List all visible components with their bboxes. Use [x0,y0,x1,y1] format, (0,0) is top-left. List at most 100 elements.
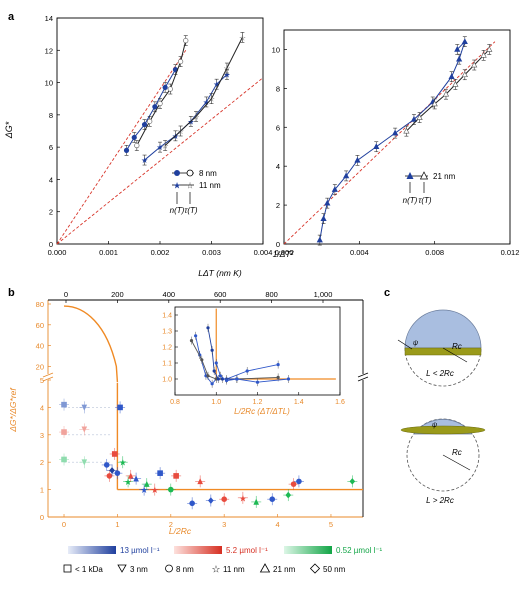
inset-xtick-label: 1.6 [335,399,345,406]
point-21nm-n [343,172,350,179]
data-point [61,456,67,463]
plot-b-xtick-label: 0 [62,520,66,529]
plot-a-left-ytick-label: 8 [49,111,53,120]
legend-marker-8nm-tau [186,169,194,177]
plot-b-xtick-label: 5 [329,520,333,529]
radius-label-top: Rc [452,342,462,351]
point-8nm-tau [183,37,189,44]
inset-xtick-label: 1.0 [211,399,221,406]
plot-a-right-ytick-label: 4 [276,162,280,171]
plot-a-left-frame [56,17,264,245]
legend-marker-11nm-tau: ☆ [186,181,194,191]
data-point [173,473,179,479]
data-point [133,475,139,482]
data-point [143,480,150,487]
point-21nm-tau [461,71,468,78]
size-legend: < 1 kDa 3 nm 8 nm ☆ 11 nm 21 nm 50 nm [63,563,346,576]
series-line-21nm-n [319,41,466,241]
theory-curve-high [64,305,119,383]
point-8nm-n [123,147,130,153]
inset-series-line [215,362,289,383]
data-point [189,500,195,507]
point-8nm-n [162,84,168,91]
plot-b-top-tick-label: 600 [214,290,227,299]
plot-a-right-frame [283,29,511,245]
plot-a-right-reference-line [283,41,496,245]
plot-b-ytick-label-high: 40 [36,342,44,351]
data-point [167,486,174,493]
point-21nm-tau [442,90,450,97]
point-11nm-tau: ☆ [239,33,246,42]
plot-a-right-ticks: 0.000 0.004 0.008 0.012 0 2 4 6 8 10 [272,45,520,257]
plot-b-ytick-label-high: 20 [36,362,44,371]
inset-series [189,308,336,388]
point-21nm-tau [431,100,438,107]
point-11nm-tau: ☆ [223,64,230,73]
legend-marker-8nm-n [174,170,180,176]
point-8nm-tau [167,86,173,92]
plot-a-right-ytick-label: 10 [272,45,280,54]
slab-top [404,347,482,356]
series-line-8nm-tau [136,40,187,146]
plot-a-left-legend: 8 nm ★ ☆ 11 nm n(T) τ(T) [170,169,221,215]
plot-b-ytick-label-high: 80 [36,300,44,309]
inset-point [235,377,239,381]
plot-b-ytick-label: 3 [40,431,44,440]
legend-size-50nm: 50 nm [323,565,346,574]
angle-label-bottom: ψ [432,422,437,429]
plot-a-left-xtick-label: 0.003 [202,248,221,257]
legend-star-icon: ☆ [212,565,221,576]
point-21nm-n [316,236,323,243]
plot-b-top-tick-label: 0 [64,290,68,299]
point-11nm-tau: ☆ [208,95,215,104]
inset-xlabel: L/2Rc (ΔT/ΔTL) [234,407,290,416]
point-8nm-tau [134,142,140,149]
data-point: ★ [151,485,159,495]
inset-point [210,348,214,352]
plot-b-top-tick-label: 400 [163,290,176,299]
point-21nm-tau [403,127,410,134]
plot-b-ytick-label: 1 [40,486,44,495]
data-point: ★ [119,458,127,468]
inset-point [206,326,210,330]
legend-bar-13 [68,546,116,554]
label-l-less: L < 2Rc [426,369,454,378]
point-21nm-n [461,38,468,44]
legend-marker-21nm-tau [419,171,429,180]
data-point [197,478,203,485]
panel-a-ylabel: ΔG* [4,121,14,139]
legend-21nm: 21 nm [433,172,456,181]
inset-xtick-label: 1.2 [253,399,263,406]
panel-b-top-xlabel: LΔT (nm K) [198,268,242,278]
point-21nm-tau [416,114,423,120]
inset-point [255,380,260,384]
data-point: ★ [124,477,132,487]
point-11nm-tau: ☆ [162,142,169,151]
plot-a-left-ytick-label: 6 [49,143,53,152]
legend-size-21nm: 21 nm [273,565,296,574]
inset-point [216,377,220,381]
point-21nm-n [392,129,399,136]
schematic-top: Rc ψ L < 2Rc [397,309,482,387]
data-point [349,478,356,485]
schematic-bottom: Rc ψ L > 2Rc [400,418,486,505]
inset-ytick-label: 1.3 [162,329,172,336]
legend-square-icon [63,564,72,573]
cap-top [404,309,482,349]
plot-b-top-tick-label: 800 [265,290,278,299]
point-21nm-n [448,73,455,79]
inset-ytick-label: 1.0 [162,377,172,384]
plot-a-right-xtick-label: 0.008 [425,248,444,257]
legend-8nm: 8 nm [199,169,217,178]
plot-b-ticks: 0 1 2 3 4 5 0 200 400 600 800 1,000 0 1 2 3 4 5 20 40 60 80 [36,290,333,529]
axis-break-right [357,372,369,382]
data-point [81,404,88,411]
concentration-legend: 13 µmol l⁻¹ 5.2 µmol l⁻¹ 0.52 µmol l⁻¹ [68,546,383,555]
inset-point [276,363,280,367]
inset-point [218,374,222,378]
plot-a-left-reference-line [56,50,187,245]
plot-b-xtick-label: 2 [169,520,173,529]
series-line-11nm-tau [164,37,243,146]
plot-a-left-ytick-label: 10 [45,79,53,88]
